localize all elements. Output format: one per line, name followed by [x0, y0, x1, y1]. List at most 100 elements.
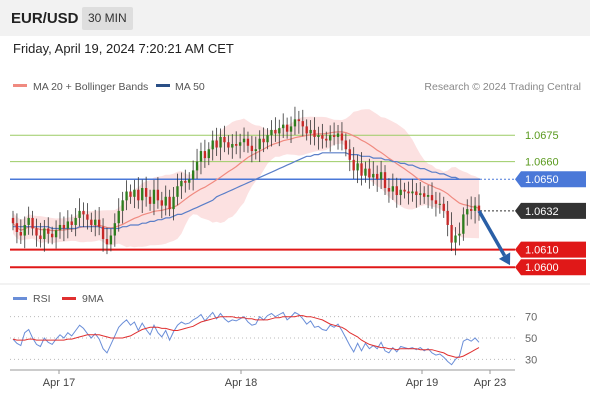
candle — [301, 109, 304, 137]
candle-body — [105, 239, 109, 245]
candle-body — [305, 126, 308, 134]
candle — [62, 216, 66, 242]
candle-body — [137, 189, 140, 201]
candle — [309, 120, 312, 145]
candle-body — [62, 224, 66, 229]
candle — [274, 117, 277, 142]
candle-body — [223, 136, 226, 143]
candle — [66, 210, 69, 239]
candle — [332, 122, 336, 146]
candle-body — [462, 214, 465, 234]
candle — [144, 176, 148, 207]
candle — [129, 184, 132, 204]
candle-body — [47, 228, 50, 234]
candle — [411, 178, 414, 202]
x-tick-label-2: Apr 19 — [406, 377, 438, 389]
legend-ma50-swatch — [156, 84, 170, 87]
candle — [188, 172, 191, 190]
candle — [336, 124, 340, 150]
candle-body — [395, 186, 398, 196]
candle-body — [156, 189, 160, 201]
candle — [191, 160, 195, 191]
candle — [289, 116, 293, 143]
candle — [423, 186, 426, 204]
bollinger-band-fill — [13, 109, 479, 248]
x-tick-label-0: Apr 17 — [43, 377, 75, 389]
candle-body — [164, 196, 167, 206]
candle — [356, 154, 359, 184]
candle-body — [101, 226, 105, 240]
candle-body — [176, 186, 179, 197]
candle — [238, 133, 242, 159]
candle — [458, 222, 461, 246]
candle-body — [199, 151, 203, 162]
candle-body — [383, 172, 387, 188]
candle — [360, 152, 363, 186]
candle — [211, 130, 214, 161]
candle-body — [23, 224, 26, 236]
candle-body — [477, 205, 481, 211]
candle-body — [313, 129, 316, 137]
candle-body — [270, 129, 273, 136]
candle-body — [195, 161, 199, 171]
candle — [47, 217, 50, 244]
candle — [35, 218, 38, 247]
candle-body — [152, 189, 156, 204]
candle — [231, 134, 234, 159]
candle-body — [442, 203, 445, 211]
candle-body — [231, 144, 234, 148]
candle — [156, 177, 160, 209]
candle-body — [133, 189, 136, 197]
candle — [11, 210, 15, 231]
candle-body — [403, 189, 406, 192]
candle — [415, 183, 418, 208]
candle-body — [423, 193, 426, 197]
timeframe-badge[interactable]: 30 MIN — [82, 7, 133, 30]
candle — [419, 182, 422, 205]
ma50-line — [13, 152, 479, 230]
candle-body — [43, 228, 46, 240]
candle — [344, 133, 348, 157]
candle-body — [411, 191, 414, 194]
candle-body — [258, 138, 261, 150]
candle — [168, 189, 171, 217]
forecast-arrow — [477, 210, 511, 266]
candle-body — [344, 140, 348, 150]
candle — [466, 199, 469, 226]
candle — [27, 206, 30, 235]
candle — [50, 226, 54, 245]
candle-body — [407, 191, 410, 194]
candle-body — [379, 172, 383, 180]
candle-body — [35, 228, 38, 236]
legend-bb-swatch — [13, 84, 27, 87]
x-tick-label-3: Apr 23 — [474, 377, 506, 389]
candle-body — [340, 133, 344, 141]
level-label-0: 1.0675 — [525, 130, 559, 142]
candle-body — [434, 200, 438, 204]
candle — [270, 120, 273, 147]
candle-body — [74, 217, 77, 225]
candle — [180, 172, 183, 199]
candle-body — [332, 135, 336, 137]
candle-body — [438, 203, 442, 205]
candle — [376, 165, 379, 192]
candle-body — [31, 217, 34, 229]
candle — [364, 161, 367, 183]
candle — [78, 198, 81, 227]
candle-body — [325, 138, 328, 141]
candle — [434, 191, 438, 217]
candle — [446, 201, 449, 237]
candle-body — [19, 232, 23, 236]
moving-averages — [12, 131, 480, 232]
candle — [450, 212, 453, 252]
candle — [473, 197, 477, 224]
candle-body — [254, 149, 257, 152]
candle — [438, 192, 442, 214]
price-tag-4-label: 1.0600 — [525, 262, 559, 274]
candle — [101, 218, 105, 252]
x-axis: Apr 17 Apr 18 Apr 19 Apr 23 — [43, 370, 506, 389]
candle-body — [211, 140, 214, 150]
candle — [442, 196, 445, 218]
candle — [387, 178, 391, 203]
